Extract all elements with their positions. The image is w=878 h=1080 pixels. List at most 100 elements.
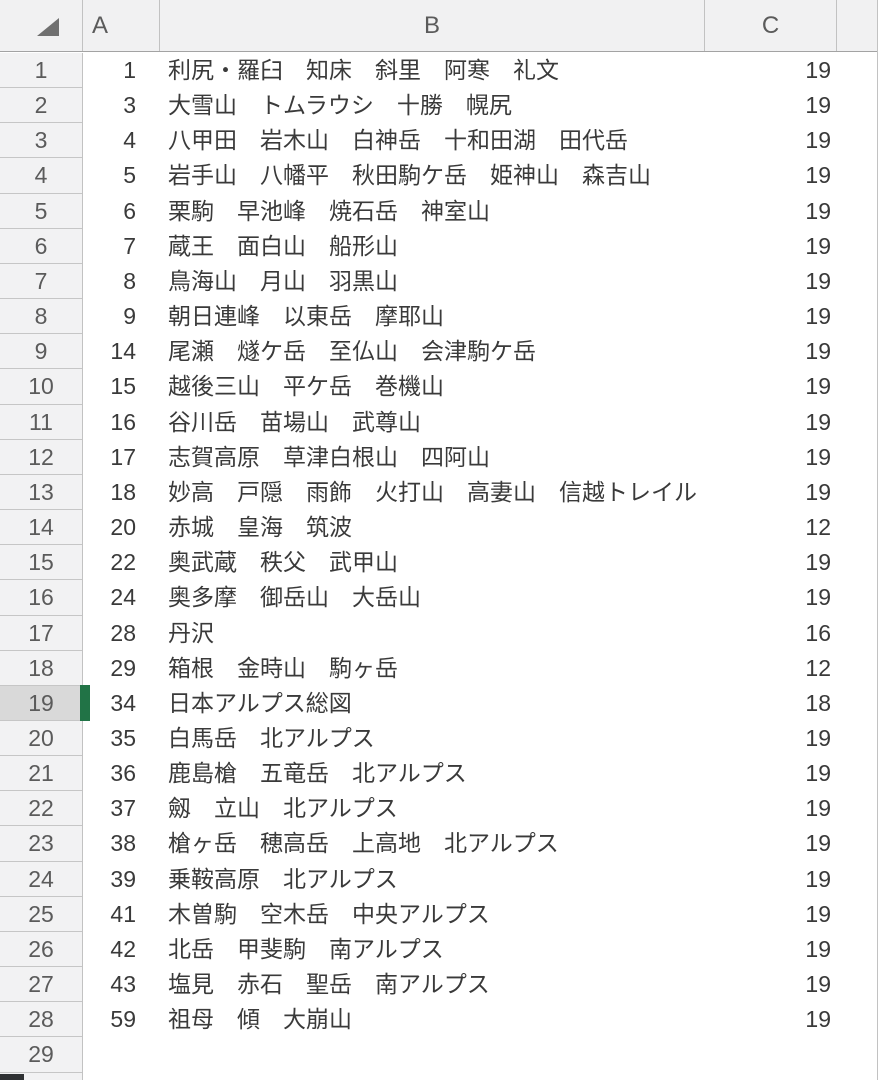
cell-column-a[interactable]: 39 [110,865,136,892]
cell-column-b[interactable]: 越後三山 平ケ岳 巻機山 [168,373,444,400]
cell-column-b[interactable]: 白馬岳 北アルプス [168,724,375,751]
row-header[interactable]: 6 [0,229,82,264]
cell-column-c[interactable]: 12 [805,654,831,681]
cell-column-c[interactable]: 19 [805,865,831,892]
cell-column-a[interactable]: 41 [110,900,136,927]
cell-column-c[interactable]: 19 [805,724,831,751]
cell-column-b[interactable]: 奥武蔵 秩父 武甲山 [168,549,398,576]
cell-column-a[interactable]: 5 [123,162,136,189]
cell-column-c[interactable]: 19 [805,443,831,470]
cell-column-b[interactable]: 谷川岳 苗場山 武尊山 [168,408,421,435]
cell-column-b[interactable]: 志賀高原 草津白根山 四阿山 [168,443,490,470]
cell-column-b[interactable]: 赤城 皇海 筑波 [168,514,352,541]
cell-column-a[interactable] [83,1037,160,1072]
row-header[interactable]: 16 [0,580,82,616]
cell-column-b[interactable]: 乗鞍高原 北アルプス [168,865,398,892]
row-header[interactable]: 23 [0,826,82,862]
cell-column-c[interactable]: 19 [805,478,831,505]
cell-column-a[interactable]: 18 [110,478,136,505]
cell-column-b[interactable]: 栗駒 早池峰 焼石岳 神室山 [168,197,490,224]
cell-column-c[interactable]: 19 [805,197,831,224]
cell-column-c[interactable]: 19 [805,373,831,400]
cell-column-a[interactable]: 14 [110,338,136,365]
cell-column-a[interactable]: 4 [123,127,136,154]
row-header[interactable]: 5 [0,194,82,229]
cell-column-b[interactable]: 尾瀬 燧ケ岳 至仏山 会津駒ケ岳 [168,338,536,365]
cell-column-c[interactable]: 19 [805,408,831,435]
cell-column-a[interactable]: 15 [110,373,136,400]
cell-column-c[interactable]: 19 [805,303,831,330]
row-header[interactable]: 15 [0,545,82,581]
cell-column-b[interactable]: 木曽駒 空木岳 中央アルプス [168,900,490,927]
column-header-c[interactable]: C [705,0,837,51]
row-header[interactable]: 22 [0,791,82,827]
cell-column-c[interactable]: 12 [805,514,831,541]
cell-column-b[interactable]: 丹沢 [168,619,214,646]
row-header[interactable]: 19 [0,684,90,721]
cell-column-a[interactable]: 6 [123,197,136,224]
row-header[interactable]: 28 [0,1002,82,1038]
cell-column-c[interactable]: 19 [805,935,831,962]
cell-column-b[interactable]: 岩手山 八幡平 秋田駒ケ岳 姫神山 森吉山 [168,162,651,189]
row-header[interactable]: 24 [0,862,82,897]
cell-column-b[interactable]: 劔 立山 北アルプス [168,795,398,822]
cell-column-c[interactable]: 19 [805,92,831,119]
cell-column-a[interactable]: 59 [110,1006,136,1033]
cell-column-c[interactable]: 19 [805,338,831,365]
cell-column-a[interactable]: 42 [110,935,136,962]
cell-column-c[interactable]: 18 [805,689,831,716]
row-selection-handle[interactable] [80,684,90,721]
row-header[interactable]: 17 [0,616,82,651]
cell-column-b[interactable]: 奥多摩 御岳山 大岳山 [168,584,421,611]
cell-column-a[interactable]: 35 [110,724,136,751]
cell-column-a[interactable]: 29 [110,654,136,681]
cell-column-b[interactable]: 利尻・羅臼 知床 斜里 阿寒 礼文 [168,57,559,83]
column-header-a[interactable]: A [83,0,160,51]
cell-column-a[interactable]: 24 [110,584,136,611]
cell-column-b[interactable]: 祖母 傾 大崩山 [168,1006,352,1033]
cell-column-b[interactable]: 北岳 甲斐駒 南アルプス [168,935,444,962]
select-all-button[interactable] [0,0,83,51]
cell-column-b[interactable]: 鳥海山 月山 羽黒山 [168,267,398,294]
cell-column-c[interactable]: 19 [805,127,831,154]
cell-column-b[interactable]: 塩見 赤石 聖岳 南アルプス [168,971,490,998]
cell-column-c[interactable]: 19 [805,830,831,857]
row-header[interactable]: 8 [0,299,82,335]
cell-column-b[interactable]: 鹿島槍 五竜岳 北アルプス [168,760,467,787]
row-header[interactable]: 2 [0,88,82,124]
cell-column-a[interactable]: 28 [110,619,136,646]
row-header[interactable]: 18 [0,651,82,686]
cell-column-c[interactable]: 19 [805,267,831,294]
cell-column-b[interactable]: 箱根 金時山 駒ヶ岳 [168,654,398,681]
cell-column-a[interactable]: 22 [110,549,136,576]
column-header-d-partial[interactable] [837,0,878,51]
cell-column-c[interactable]: 19 [805,1006,831,1033]
cell-column-b[interactable]: 妙高 戸隠 雨飾 火打山 高妻山 信越トレイル [168,478,697,505]
cell-column-a[interactable]: 36 [110,760,136,787]
cell-column-a[interactable]: 9 [123,303,136,330]
cell-column-c[interactable]: 19 [805,900,831,927]
cell-column-b[interactable] [160,1037,705,1072]
row-header[interactable]: 14 [0,510,82,546]
cell-column-c[interactable]: 19 [805,162,831,189]
cell-column-c[interactable]: 19 [805,760,831,787]
cell-column-b[interactable]: 日本アルプス総図 [168,689,352,716]
row-header[interactable]: 3 [0,123,82,159]
cell-column-a[interactable]: 37 [110,795,136,822]
row-header[interactable]: 9 [0,334,82,370]
cell-column-a[interactable]: 43 [110,971,136,998]
cell-column-c[interactable]: 19 [805,795,831,822]
cell-column-c[interactable]: 19 [805,971,831,998]
cell-column-b[interactable]: 大雪山 トムラウシ 十勝 幌尻 [168,92,512,119]
cell-column-c[interactable]: 19 [805,232,831,259]
cell-column-c[interactable] [705,1037,837,1072]
cell-column-c[interactable]: 16 [805,619,831,646]
row-header[interactable]: 1 [0,53,82,89]
row-header[interactable]: 21 [0,756,82,792]
cell-column-a[interactable]: 3 [123,92,136,119]
cell-column-a[interactable]: 8 [123,267,136,294]
cell-column-a[interactable]: 7 [123,232,136,259]
row-header[interactable]: 29 [0,1037,82,1073]
row-header[interactable]: 7 [0,264,82,300]
cell-column-b[interactable]: 蔵王 面白山 船形山 [168,232,398,259]
